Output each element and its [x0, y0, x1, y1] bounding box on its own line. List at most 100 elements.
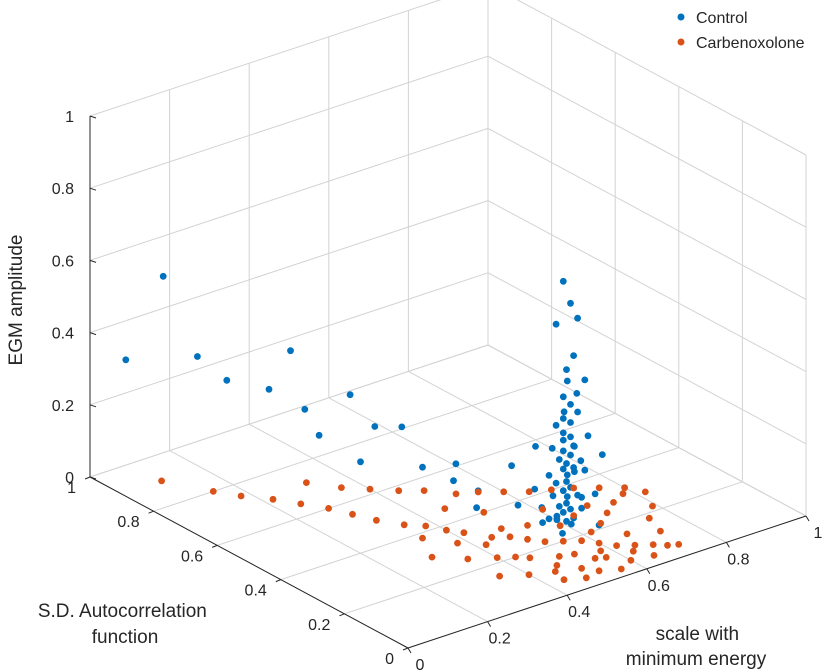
carbenoxolone-point-21	[649, 541, 657, 548]
carbenoxolone-point-72	[482, 541, 490, 549]
control-point-50	[563, 471, 571, 479]
control-point-77	[567, 520, 575, 528]
x-tick-label-04: 0.4	[568, 604, 590, 621]
carbenoxolone-point-8	[400, 521, 408, 529]
x-tick-mark-08	[725, 542, 730, 548]
z-tick-mark-08	[89, 187, 97, 191]
z-tick-label-04: 0.4	[52, 326, 74, 343]
z-tick-label-0: 0	[65, 470, 74, 487]
x-tick-label-08: 0.8	[727, 551, 749, 568]
carbenoxolone-point-3	[269, 495, 277, 503]
carbenoxolone-point-13	[506, 533, 514, 541]
control-point-29	[563, 366, 570, 373]
carbenoxolone-point-71	[583, 502, 591, 509]
carbenoxolone-point-36	[597, 547, 605, 555]
floor-gridline-x-04	[248, 423, 568, 596]
carbenoxolone-point-70	[657, 527, 664, 535]
side-wall-gridline-z-02	[487, 272, 807, 445]
carbenoxolone-point-62	[556, 522, 564, 530]
control-point-10	[315, 431, 323, 439]
control-point-60	[559, 508, 567, 516]
control-point-57	[563, 499, 570, 507]
carbenoxolone-point-76	[595, 567, 603, 575]
carbenoxolone-point-0	[158, 477, 166, 485]
control-point-46	[563, 460, 570, 467]
control-point-35	[559, 415, 567, 422]
carbenoxolone-point-6	[349, 510, 356, 518]
control-point-67	[548, 444, 556, 452]
legend: Control Carbenoxolone	[677, 10, 805, 52]
control-point-1	[159, 272, 167, 280]
control-point-31	[563, 377, 571, 385]
control-point-33	[567, 401, 574, 408]
z-axis-label: EGM amplitude	[6, 235, 27, 366]
x-tick-mark-0	[407, 647, 412, 654]
control-point-27	[552, 320, 560, 328]
control-point-42	[571, 443, 578, 450]
x-axis-label-line-2: minimum energy	[626, 649, 767, 670]
floor-gridline-y-1	[89, 344, 489, 478]
control-point-9	[398, 423, 406, 431]
back-wall-gridline-z-06	[89, 127, 489, 261]
carbenoxolone-point-49	[474, 488, 482, 496]
control-point-68	[577, 457, 585, 465]
carbenoxolone-point-32	[578, 564, 585, 572]
carbenoxolone-point-69	[649, 502, 656, 510]
control-point-34	[574, 408, 581, 416]
z-tick-mark-1	[89, 115, 97, 119]
control-point-43	[559, 447, 567, 455]
y-axis-label-line-2: function	[92, 627, 159, 648]
carbenoxolone-point-31	[650, 552, 658, 559]
control-point-59	[567, 505, 574, 513]
carbenoxolone-point-20	[631, 541, 639, 549]
x-axis-label-line-1: scale with	[656, 624, 739, 645]
control-point-75	[560, 408, 568, 416]
carbenoxolone-point-29	[428, 553, 436, 561]
x-axis-label: scale with minimum energy	[626, 624, 767, 670]
carbenoxolone-point-45	[570, 484, 578, 492]
x-tick-label-02: 0.2	[488, 631, 510, 648]
control-point-63	[545, 515, 553, 523]
y-tick-label-08: 0.8	[117, 514, 139, 531]
carbenoxolone-point-56	[571, 550, 578, 558]
z-tick-label-08: 0.8	[52, 181, 74, 198]
carbenoxolone-point-18	[595, 539, 603, 547]
control-point-56	[563, 493, 571, 500]
carbenoxolone-point-58	[553, 562, 561, 569]
control-point-79	[573, 390, 581, 397]
carbenoxolone-point-63	[497, 525, 505, 532]
carbenoxolone-point-41	[619, 490, 627, 498]
carbenoxolone-point-15	[541, 538, 549, 546]
carbenoxolone-point-48	[500, 488, 508, 496]
side-wall-gridline-z-08	[487, 55, 807, 228]
carbenoxolone-point-35	[496, 572, 503, 580]
y-tick-mark-02	[339, 613, 345, 617]
tick-labels: 00.20.40.60.8100.20.40.60.8100.20.40.60.…	[52, 109, 823, 672]
control-point-74	[531, 485, 539, 493]
carbenoxolone-point-74	[419, 534, 426, 542]
control-point-36	[567, 419, 574, 426]
z-tick-mark-04	[89, 332, 97, 336]
y-tick-mark-04	[275, 579, 281, 583]
control-point-44	[567, 451, 574, 459]
x-tick-mark-02	[487, 621, 492, 627]
control-point-26	[574, 314, 581, 322]
carbenoxolone-point-40	[610, 499, 617, 506]
control-point-39	[567, 433, 574, 441]
carbenoxolone-point-67	[441, 505, 449, 512]
carbenoxolone-point-9	[422, 522, 430, 530]
carbenoxolone-point-33	[551, 568, 559, 575]
carbenoxolone-point-2	[237, 492, 245, 500]
control-point-78	[559, 530, 566, 537]
carbenoxolone-point-25	[555, 553, 563, 560]
carbenoxolone-point-64	[524, 522, 531, 529]
carbenoxolone-point-51	[420, 487, 428, 494]
carbenoxolone-point-50	[452, 490, 460, 498]
carbenoxolone-point-34	[525, 571, 533, 579]
control-point-40	[559, 436, 567, 444]
back-wall-gridline-z-04	[89, 200, 489, 334]
y-tick-mark-08	[148, 510, 154, 514]
y-axis-label-line-1: S.D. Autocorrelation	[38, 601, 207, 622]
carbenoxolone-point-44	[595, 484, 603, 492]
side-wall-gridline-z-1	[516, 0, 807, 156]
